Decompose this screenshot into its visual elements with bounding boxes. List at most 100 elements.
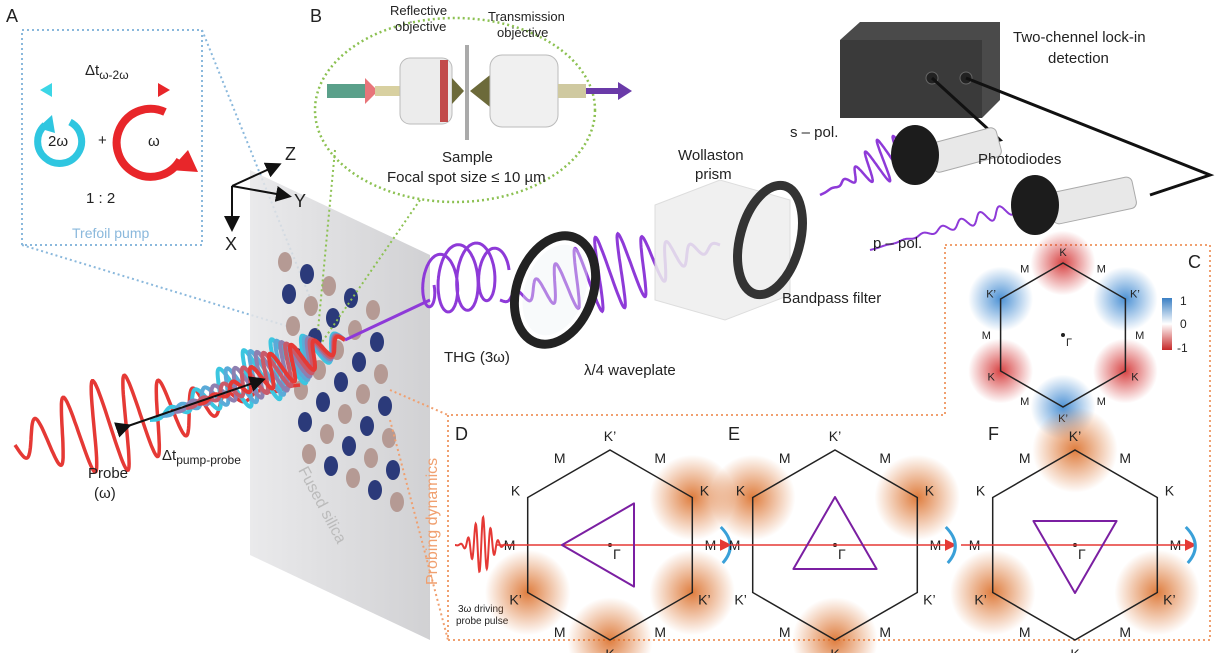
edge-label: M [554, 624, 566, 640]
vertex-label: K’ [734, 591, 746, 607]
figure: A Δtω-2ω 2ω + ω 1 : 2 Trefoil pump Fused… [0, 0, 1217, 653]
objective-tip [558, 84, 586, 98]
panel-letter: D [455, 424, 468, 444]
edge-label: M [1019, 624, 1031, 640]
label: objective [395, 19, 446, 34]
label: detection [1048, 50, 1109, 67]
center-label: Γ [838, 546, 846, 562]
cable [966, 78, 1210, 195]
label: λ/4 waveplate [584, 362, 676, 379]
objective-band [440, 60, 448, 122]
valley-glow [567, 597, 653, 653]
beam-in [327, 84, 367, 98]
label: Focal spot size ≤ 10 µm [387, 169, 546, 186]
vertex-label: K [1131, 371, 1139, 383]
atom [386, 460, 400, 480]
circle-label: 2ω [48, 133, 68, 150]
atom [374, 364, 388, 384]
vertex-label: K’ [1163, 591, 1175, 607]
vertex-label: K [605, 646, 615, 653]
wollaston-prism [655, 180, 790, 320]
center-label: Γ [1078, 546, 1086, 562]
label: prism [695, 166, 732, 183]
label: s – pol. [790, 124, 838, 141]
atom [316, 392, 330, 412]
edge-label: M [654, 450, 666, 466]
atom [278, 252, 292, 272]
plus: + [98, 132, 107, 149]
label: (ω) [94, 485, 116, 502]
label: Reflective [390, 3, 447, 18]
gamma-point [1061, 333, 1065, 337]
panel-letter: C [1188, 252, 1201, 272]
label: Transmission [488, 9, 565, 24]
atom [320, 424, 334, 444]
atom [286, 316, 300, 336]
circle-label: ω [148, 133, 160, 150]
atom [390, 492, 404, 512]
atom [344, 288, 358, 308]
fermi-contour [1033, 521, 1116, 593]
atom [302, 444, 316, 464]
edge-label: M [879, 450, 891, 466]
label: Photodiodes [978, 151, 1061, 168]
edge-label: M [1097, 263, 1106, 275]
arrow-head [40, 83, 52, 97]
vertex-label: K [1059, 247, 1067, 259]
colorbar-label: 0 [1180, 317, 1187, 331]
label: Δtpump-probe [162, 447, 241, 467]
vertex-label: K [830, 646, 840, 653]
edge-label: M [1097, 396, 1106, 408]
axis-label: X [225, 234, 237, 254]
atom [304, 296, 318, 316]
caption: Trefoil pump [72, 225, 150, 241]
panel-letter: F [988, 424, 999, 444]
atom [346, 468, 360, 488]
vertex-label: K’ [604, 428, 616, 444]
vertex-label: K’ [986, 288, 996, 300]
atom [334, 372, 348, 392]
edge-label: M [1119, 624, 1131, 640]
atom [370, 332, 384, 352]
edge-label: M [1019, 450, 1031, 466]
fused-silica-plate [250, 170, 430, 640]
axis-label: Y [294, 191, 306, 211]
colorbar [1162, 298, 1172, 350]
label: THG (3ω) [444, 349, 510, 366]
atom [300, 264, 314, 284]
vertex-label: K [976, 482, 986, 498]
vertex-label: K’ [974, 591, 986, 607]
atom [360, 416, 374, 436]
focus-cone [452, 78, 464, 104]
panel-letter: E [728, 424, 740, 444]
colorbar-label: -1 [1177, 341, 1188, 355]
vertex-label: K [987, 371, 995, 383]
atom [324, 456, 338, 476]
atom [378, 396, 392, 416]
photodiode-body [1048, 176, 1138, 225]
valley-glow [792, 597, 878, 653]
atom [282, 284, 296, 304]
vertex-label: K [736, 482, 746, 498]
atom [338, 404, 352, 424]
colorbar-label: 1 [1180, 294, 1187, 308]
vertex-label: K [700, 482, 710, 498]
edge-label: M [982, 330, 991, 342]
edge-label: M [879, 624, 891, 640]
arrow-head [158, 83, 170, 97]
edge-label: M [1119, 450, 1131, 466]
edge-label: M [1020, 263, 1029, 275]
edge-label: M [1020, 396, 1029, 408]
axis-label: Z [285, 144, 296, 164]
arrow-head [170, 150, 198, 172]
label: Wollaston [678, 147, 744, 164]
atom [326, 308, 340, 328]
vertex-label: K’ [1069, 428, 1081, 444]
atom [356, 384, 370, 404]
center-label: Γ [613, 546, 621, 562]
photodiode [891, 125, 939, 185]
edge-label: M [779, 450, 791, 466]
label: Two-chennel lock-in [1013, 29, 1146, 46]
atom [322, 276, 336, 296]
atom [342, 436, 356, 456]
